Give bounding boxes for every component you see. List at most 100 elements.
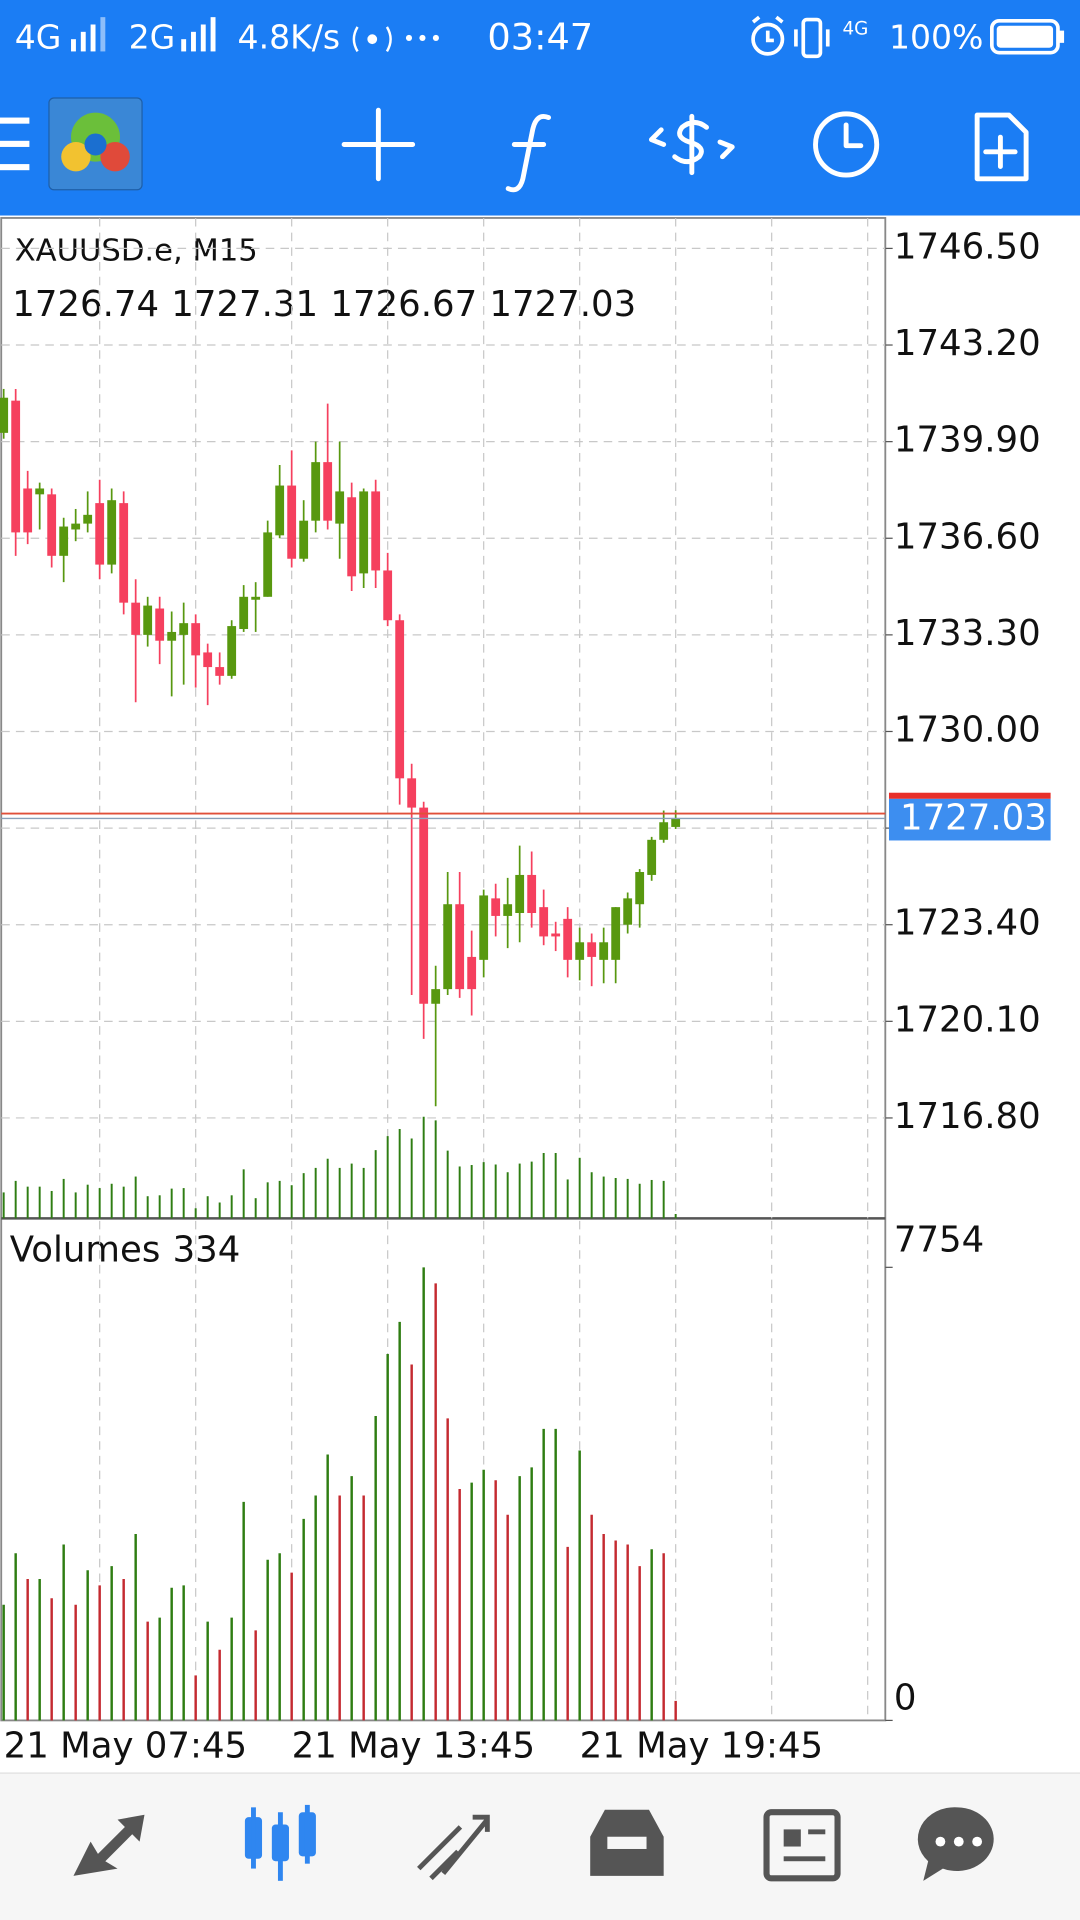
hotspot-icon — [352, 26, 392, 53]
candle-body — [599, 942, 609, 960]
candle-body — [239, 596, 249, 630]
candle-body — [647, 839, 657, 875]
history-tab[interactable] — [590, 1809, 664, 1876]
candle-body — [203, 652, 213, 668]
volume-tick-label: 7754 — [894, 1220, 984, 1261]
network: 4G — [15, 18, 62, 57]
candle-body — [335, 491, 345, 524]
candle-body — [671, 818, 681, 827]
volume-value: 334 — [173, 1229, 241, 1270]
chart-frame — [0, 217, 887, 1722]
y-tick-label: 1743.20 — [894, 323, 1041, 364]
candle-body — [515, 874, 525, 914]
header-bg — [0, 0, 1080, 216]
candle-body — [263, 532, 273, 597]
y-tick-label: 1720.10 — [894, 999, 1041, 1040]
candle-body — [83, 514, 93, 524]
candle-body — [347, 497, 357, 577]
ohlc-value: 1727.03 — [489, 284, 636, 325]
candle-body — [359, 491, 369, 574]
new-order-button[interactable] — [974, 112, 1029, 182]
candle-body — [479, 895, 489, 960]
candle-body — [323, 462, 333, 521]
candle-body — [287, 485, 297, 559]
candle-body — [119, 503, 129, 603]
y-tick-label: 1746.50 — [894, 226, 1041, 267]
candle-body — [407, 778, 417, 808]
candle-body — [431, 989, 441, 1004]
candle-body — [71, 523, 81, 530]
y-tick-label: 1730.00 — [894, 709, 1041, 750]
symbol-title: XAUUSD.e, M15 — [15, 234, 258, 269]
y-tick-label: 1733.30 — [894, 613, 1041, 654]
candle-body — [539, 907, 549, 937]
history-button[interactable] — [813, 111, 880, 178]
candle-body — [395, 620, 405, 779]
candle-body — [635, 872, 645, 905]
clock: 03:47 — [487, 16, 593, 59]
candle-body — [95, 503, 105, 565]
news-tab[interactable] — [763, 1809, 841, 1882]
candle-body — [35, 488, 45, 495]
ohlc-value: 1727.31 — [171, 284, 318, 325]
candle-body — [467, 956, 477, 990]
candle-body — [179, 623, 189, 635]
trade-button[interactable] — [648, 113, 735, 176]
candle-body — [659, 822, 669, 840]
candle-body — [251, 596, 261, 600]
price-tag: 1727.03 — [900, 798, 1047, 839]
quotes-tab[interactable] — [73, 1814, 145, 1876]
signal-icon — [181, 17, 216, 52]
y-tick-label: 1716.80 — [894, 1096, 1041, 1137]
indicators-button[interactable] — [505, 114, 552, 193]
candle-body — [551, 933, 561, 937]
candle-body — [527, 874, 537, 914]
vibrate-icon — [794, 17, 830, 59]
candle-body — [587, 942, 597, 957]
signal-icon — [71, 17, 106, 52]
x-tick-label: 21 May 19:45 — [580, 1725, 823, 1766]
ohlc-value: 1726.74 — [12, 284, 159, 325]
ask-marker — [888, 792, 1051, 799]
candle-body — [275, 485, 285, 536]
app-logo[interactable] — [48, 97, 143, 191]
candle-body — [11, 400, 21, 533]
more-icon — [405, 34, 439, 42]
ohlc-readout: 1726.74 1727.31 1726.67 1727.03 — [12, 284, 636, 325]
candle-body — [443, 904, 453, 990]
battery-icon — [990, 18, 1065, 55]
candle-body — [107, 500, 117, 565]
candle-body — [491, 898, 501, 916]
network-small: 4G — [842, 18, 868, 39]
volume-tick-label: 0 — [894, 1678, 917, 1719]
volume-label: Volumes — [10, 1229, 161, 1270]
candle-body — [611, 907, 621, 960]
candle-body — [167, 631, 177, 641]
candle-body — [383, 570, 393, 621]
volume-title: Volumes 334 — [10, 1229, 241, 1270]
menu-button[interactable] — [0, 117, 30, 171]
y-tick-label: 1739.90 — [894, 420, 1041, 461]
chart-tab[interactable] — [244, 1804, 316, 1881]
x-tick-label: 21 May 13:45 — [292, 1725, 535, 1766]
candle-body — [575, 942, 585, 960]
candle-body — [0, 397, 9, 433]
candle-body — [623, 898, 633, 925]
candle-body — [419, 807, 429, 1004]
net-speed: 4.8K/s — [238, 18, 341, 57]
bottom-nav-bg — [0, 1773, 1080, 1920]
trade-tab[interactable] — [417, 1814, 490, 1881]
candle-body — [371, 491, 381, 571]
network: 2G — [129, 18, 176, 57]
candle-body — [59, 526, 69, 556]
candle-body — [311, 462, 321, 521]
crosshair-button[interactable] — [341, 107, 416, 182]
candle-body — [143, 605, 153, 635]
candle-body — [215, 667, 225, 676]
candle-body — [191, 623, 201, 656]
battery-level: 100% — [889, 18, 983, 57]
candle-body — [503, 904, 513, 916]
candle-body — [155, 608, 165, 641]
candle-body — [227, 626, 237, 676]
chat-tab[interactable] — [917, 1807, 994, 1881]
